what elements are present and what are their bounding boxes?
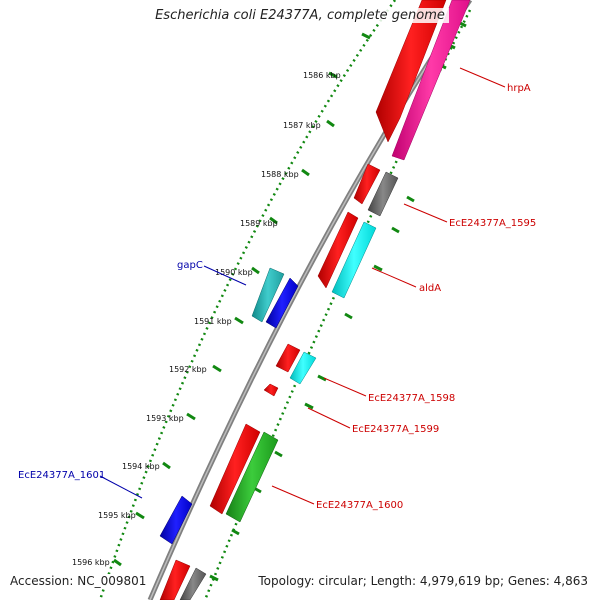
gene-label-1599[interactable]: EcE24377A_1599 bbox=[352, 424, 439, 435]
accession-text: Accession: NC_009801 bbox=[8, 574, 149, 588]
gene-label-1598[interactable]: EcE24377A_1598 bbox=[368, 393, 455, 404]
gene-label-1595[interactable]: EcE24377A_1595 bbox=[449, 218, 536, 229]
kbp-label: 1587 kbp bbox=[283, 121, 321, 130]
tick-mark bbox=[328, 71, 338, 79]
topology-text: Topology: circular; Length: 4,979,619 bp… bbox=[256, 574, 590, 588]
gene-teal-gapC[interactable] bbox=[251, 267, 285, 323]
tick-mark bbox=[317, 374, 327, 382]
gene-blue-1601[interactable] bbox=[159, 495, 193, 545]
tick-mark bbox=[162, 461, 171, 470]
map-title-text: Escherichia coli E24377A, complete genom… bbox=[151, 8, 449, 23]
gene-label-hrpA[interactable]: hrpA bbox=[507, 83, 531, 94]
leader-1601 bbox=[99, 475, 143, 499]
tick-mark bbox=[391, 226, 400, 234]
kbp-label: 1594 kbp bbox=[122, 462, 160, 471]
gene-label-1601[interactable]: EcE24377A_1601 bbox=[18, 470, 105, 481]
gene-red-1594[interactable] bbox=[353, 163, 381, 205]
inner-ring-ticks bbox=[209, 20, 467, 582]
leader-1598 bbox=[323, 377, 367, 397]
label-leaders bbox=[99, 67, 506, 505]
tick-mark bbox=[135, 511, 145, 520]
gene-red-1599[interactable] bbox=[263, 383, 279, 397]
gene-blue-1597[interactable] bbox=[265, 277, 299, 329]
tick-mark bbox=[186, 412, 196, 421]
gene-pink-hrpA[interactable] bbox=[391, 0, 471, 161]
kbp-labels: 1586 kbp 1587 kbp 1588 kbp 1589 kbp 1590… bbox=[72, 71, 341, 567]
gene-green-1600[interactable] bbox=[225, 431, 279, 523]
tick-mark bbox=[326, 119, 335, 128]
tick-mark bbox=[304, 402, 314, 410]
leader-1595 bbox=[403, 203, 448, 223]
gene-features bbox=[159, 0, 471, 600]
gene-label-1600[interactable]: EcE24377A_1600 bbox=[316, 500, 403, 511]
genome-backbone-highlight bbox=[149, 0, 471, 600]
gene-cyan-1598[interactable] bbox=[289, 351, 317, 385]
tick-mark bbox=[361, 32, 371, 40]
tick-mark bbox=[113, 558, 122, 567]
gene-grey-1595[interactable] bbox=[367, 171, 399, 217]
kbp-label: 1589 kbp bbox=[240, 219, 278, 228]
leader-hrpA bbox=[459, 67, 506, 88]
tick-mark bbox=[406, 195, 415, 203]
gene-label-aldA[interactable]: aldA bbox=[419, 283, 441, 294]
kbp-label: 1592 kbp bbox=[169, 365, 207, 374]
leader-gapC bbox=[203, 265, 247, 286]
gene-labels: hrpA EcE24377A_1595 aldA gapC EcE24377A_… bbox=[18, 83, 536, 511]
map-title: Escherichia coli E24377A, complete genom… bbox=[0, 8, 600, 23]
kbp-label: 1595 kbp bbox=[98, 511, 136, 520]
kbp-label: 1586 kbp bbox=[303, 71, 341, 80]
gene-red-1596[interactable] bbox=[317, 211, 359, 289]
tick-mark bbox=[269, 216, 278, 225]
leader-1600 bbox=[271, 485, 315, 505]
gene-red-1598a[interactable] bbox=[275, 343, 301, 373]
kbp-ticks bbox=[113, 32, 371, 567]
tick-mark bbox=[231, 528, 240, 536]
tick-mark bbox=[274, 450, 283, 458]
gene-red-bottom[interactable] bbox=[159, 559, 191, 600]
kbp-label: 1591 kbp bbox=[194, 317, 232, 326]
kbp-label: 1588 kbp bbox=[261, 170, 299, 179]
leader-1599 bbox=[307, 407, 351, 429]
tick-mark bbox=[234, 316, 244, 325]
gene-cyan-aldA[interactable] bbox=[331, 221, 377, 299]
tick-mark bbox=[301, 168, 310, 177]
kbp-label: 1593 kbp bbox=[146, 414, 184, 423]
leader-aldA bbox=[371, 267, 417, 288]
gene-label-gapC[interactable]: gapC bbox=[177, 260, 203, 271]
gene-red-1600a[interactable] bbox=[209, 423, 261, 515]
gene-grey-bottom[interactable] bbox=[179, 567, 207, 600]
tick-mark bbox=[212, 364, 222, 373]
kbp-label: 1590 kbp bbox=[215, 268, 253, 277]
tick-mark bbox=[344, 312, 353, 320]
tick-mark bbox=[251, 266, 260, 275]
gene-red-hrpA-upstream[interactable] bbox=[375, 0, 447, 143]
kbp-label: 1596 kbp bbox=[72, 558, 110, 567]
tick-mark bbox=[209, 574, 219, 582]
tick-mark bbox=[373, 264, 383, 272]
